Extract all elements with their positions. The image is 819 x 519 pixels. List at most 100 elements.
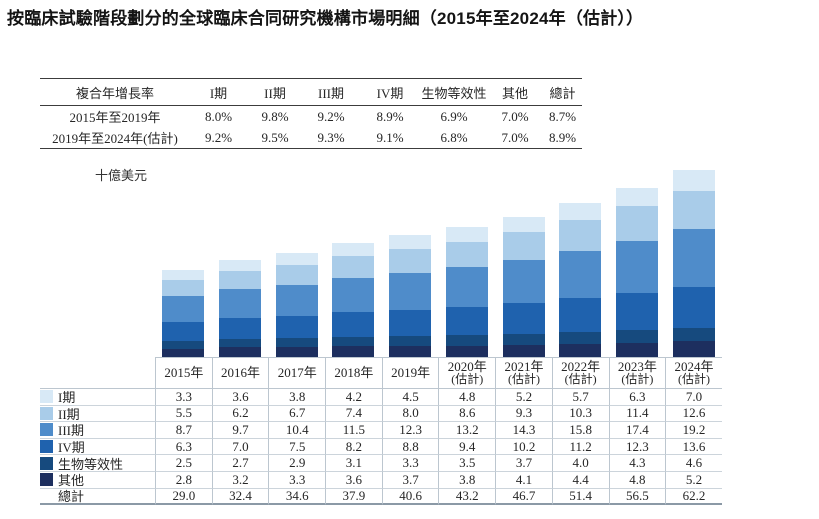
cagr-value-cell: 9.8% — [261, 108, 289, 124]
bar-segment-II期 — [162, 279, 205, 297]
bar-segment-I期 — [162, 269, 205, 280]
value-cell: 2.9 — [268, 455, 326, 472]
bar-segment-III期 — [615, 240, 658, 293]
year-header-cell: 2023年 (估計) — [608, 357, 666, 389]
value-cell: 15.8 — [551, 422, 609, 439]
legend-cell: III期 — [40, 422, 155, 439]
cagr-header-cell: 生物等效性 — [421, 85, 487, 101]
total-value-cell: 34.6 — [268, 488, 326, 506]
value-cell: 3.1 — [325, 455, 382, 472]
stacked-bar — [445, 227, 488, 357]
year-header-cell: 2016年 — [211, 357, 269, 389]
value-cell: 3.5 — [438, 455, 496, 472]
bar-segment-II期 — [615, 206, 658, 241]
bar-segment-III期 — [219, 289, 262, 319]
total-value-cell: 29.0 — [155, 488, 212, 506]
bar-segment-IV期 — [389, 309, 432, 337]
page-title: 按臨床試驗階段劃分的全球臨床合同研究機構市場明細（2015年至2024年（估計）… — [7, 9, 644, 28]
stacked-bar — [502, 216, 545, 357]
legend-cell: 其他 — [40, 472, 155, 489]
cagr-value-cell: 9.5% — [261, 129, 289, 145]
bar-segment-I期 — [615, 187, 658, 207]
bar-column-2023年 — [609, 166, 666, 357]
year-estimate-label: (估計) — [507, 372, 540, 386]
value-cell: 3.6 — [211, 389, 269, 406]
legend-cell: 生物等效性 — [40, 455, 155, 472]
bar-segment-IV期 — [219, 318, 262, 340]
bar-segment-II期 — [559, 219, 602, 251]
value-cell: 19.2 — [665, 422, 722, 439]
bar-segment-其他 — [672, 341, 715, 357]
value-cell: 8.2 — [325, 439, 382, 456]
bar-column-2015年 — [155, 166, 212, 357]
year-label: 2023年 — [617, 358, 657, 374]
bar-segment-其他 — [445, 345, 488, 357]
bar-segment-IV期 — [332, 312, 375, 337]
bar-segment-IV期 — [615, 292, 658, 330]
year-label: 2022年 — [561, 358, 601, 374]
legend-swatch-II期 — [40, 406, 53, 420]
value-cell: 3.3 — [268, 472, 326, 489]
bar-segment-生物等效性 — [615, 329, 658, 343]
cagr-header-cell: 其他 — [501, 85, 528, 101]
bar-column-2020年 — [439, 166, 496, 357]
data-row-其他: 其他 2.8 3.2 3.3 3.6 3.7 3.8 4.1 4.4 4.8 5.2 — [40, 472, 722, 489]
year-header-cell: 2024年 (估計) — [665, 357, 722, 389]
cagr-value-cell: 9.3% — [317, 129, 345, 145]
value-cell: 6.2 — [211, 405, 269, 423]
cagr-header-cell: III期 — [318, 85, 344, 101]
total-value-cell: 37.9 — [325, 488, 382, 506]
total-label-cell: 總計 — [40, 489, 155, 506]
bar-segment-I期 — [502, 216, 545, 233]
bar-segment-其他 — [162, 348, 205, 357]
cagr-value-cell: 7.0% — [501, 108, 529, 124]
stacked-bar — [615, 187, 658, 357]
value-cell: 2.8 — [155, 472, 212, 489]
bar-segment-生物等效性 — [332, 336, 375, 347]
year-header-cell: 2017年 — [268, 357, 326, 389]
bar-segment-IV期 — [672, 286, 715, 328]
value-cell: 9.3 — [495, 405, 552, 423]
value-cell: 4.8 — [608, 472, 666, 489]
value-cell: 4.0 — [551, 455, 609, 472]
stacked-bar — [162, 269, 205, 357]
cagr-value-cell: 8.9% — [376, 108, 404, 124]
cagr-header-cell: I期 — [209, 85, 228, 101]
cagr-header-cell: 複合年增長率 — [75, 85, 154, 101]
year-header-cell: 2020年 (估計) — [438, 357, 496, 389]
cagr-value-cell: 8.9% — [548, 129, 577, 145]
bar-column-2016年 — [212, 166, 269, 357]
stacked-bar — [672, 170, 715, 357]
bar-segment-生物等效性 — [445, 335, 488, 346]
bar-column-2018年 — [325, 166, 382, 357]
value-cell: 12.3 — [381, 422, 439, 439]
bar-segment-III期 — [672, 229, 715, 287]
cagr-value-cell: 9.1% — [376, 129, 404, 145]
total-row: 總計 29.0 32.4 34.6 37.9 40.6 43.2 46.7 51.4 56.5 62… — [40, 488, 722, 506]
bar-segment-III期 — [445, 267, 488, 307]
value-cell: 3.7 — [495, 455, 552, 472]
year-label: 2019年 — [391, 365, 431, 381]
bar-segment-I期 — [389, 235, 432, 249]
data-row-III期: III期 8.7 9.7 10.4 11.5 12.3 13.2 14.3 15.8 17.4 19… — [40, 422, 722, 439]
value-cell: 4.8 — [438, 389, 496, 406]
value-cell: 6.3 — [155, 439, 212, 456]
bar-segment-III期 — [559, 250, 602, 299]
bar-segment-III期 — [162, 296, 205, 323]
data-row-II期: II期 5.5 6.2 6.7 7.4 8.0 8.6 9.3 10.3 11.4 12.6 — [40, 405, 722, 423]
bar-column-2022年 — [552, 166, 609, 357]
bar-segment-I期 — [332, 243, 375, 256]
data-row-生物等效性: 生物等效性 2.5 2.7 2.9 3.1 3.3 3.5 3.7 4.0 4.3 4.6 — [40, 455, 722, 472]
value-cell: 9.4 — [438, 439, 496, 456]
year-label: 2015年 — [164, 365, 204, 381]
year-header-cell: 2022年 (估計) — [551, 357, 609, 389]
year-header-row: 2015年 2016年 2017年 2018年 2019年 2020年 (估計) 2021年(… — [40, 357, 722, 389]
value-cell: 4.4 — [551, 472, 609, 489]
cagr-value-cell: 6.9% — [440, 108, 468, 124]
cagr-value-cell: 7.0% — [501, 129, 529, 145]
year-header-cell: 2019年 — [381, 357, 439, 389]
bar-segment-IV期 — [275, 315, 318, 339]
cagr-value-cell: 9.2% — [204, 129, 233, 145]
cagr-value-cell: 6.8% — [440, 129, 468, 145]
value-cell: 7.5 — [268, 439, 326, 456]
